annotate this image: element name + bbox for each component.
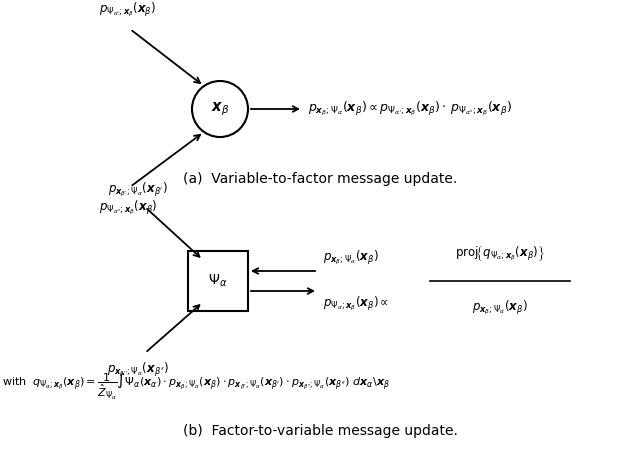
Text: $p_{\boldsymbol{x}_{\beta};\Psi_{\alpha}}(\boldsymbol{x}_{\beta})$: $p_{\boldsymbol{x}_{\beta};\Psi_{\alpha}… (472, 299, 528, 317)
Text: with $\;q_{\Psi_{\alpha};\boldsymbol{x}_{\beta}}(\boldsymbol{x}_{\beta}) = \dfra: with $\;q_{\Psi_{\alpha};\boldsymbol{x}_… (2, 371, 390, 402)
Text: $p_{\Psi_{\alpha^{\prime\prime}};\boldsymbol{x}_{\beta}}(\boldsymbol{x}_{\beta}): $p_{\Psi_{\alpha^{\prime\prime}};\boldsy… (99, 199, 157, 217)
FancyBboxPatch shape (188, 251, 248, 311)
Text: $\boldsymbol{x}_{\beta}$: $\boldsymbol{x}_{\beta}$ (211, 100, 229, 118)
Text: $p_{\boldsymbol{x}_{\beta^{\prime\prime}};\Psi_{\alpha}}(\boldsymbol{x}_{\beta^{: $p_{\boldsymbol{x}_{\beta^{\prime\prime}… (107, 361, 169, 379)
Text: $p_{\Psi_{\alpha^{\prime}};\boldsymbol{x}_{\beta}}(\boldsymbol{x}_{\beta})$: $p_{\Psi_{\alpha^{\prime}};\boldsymbol{x… (99, 1, 157, 19)
Circle shape (192, 81, 248, 137)
Text: $p_{\boldsymbol{x}_{\beta};\Psi_{\alpha}}(\boldsymbol{x}_{\beta})\propto p_{\Psi: $p_{\boldsymbol{x}_{\beta};\Psi_{\alpha}… (308, 100, 512, 118)
Text: $p_{\boldsymbol{x}_{\beta^{\prime}};\Psi_{\alpha}}(\boldsymbol{x}_{\beta^{\prime: $p_{\boldsymbol{x}_{\beta^{\prime}};\Psi… (108, 181, 168, 199)
Text: (a)  Variable-to-factor message update.: (a) Variable-to-factor message update. (183, 172, 457, 186)
Text: (b)  Factor-to-variable message update.: (b) Factor-to-variable message update. (182, 424, 458, 438)
Text: $p_{\Psi_{\alpha};\boldsymbol{x}_{\beta}}(\boldsymbol{x}_{\beta})\propto$: $p_{\Psi_{\alpha};\boldsymbol{x}_{\beta}… (323, 295, 389, 313)
Text: $\Psi_{\alpha}$: $\Psi_{\alpha}$ (209, 273, 228, 289)
Text: $p_{\boldsymbol{x}_{\beta};\Psi_{\alpha}}(\boldsymbol{x}_{\beta})$: $p_{\boldsymbol{x}_{\beta};\Psi_{\alpha}… (323, 249, 379, 267)
Text: $\mathrm{proj}\!\left\{q_{\Psi_{\alpha};\boldsymbol{x}_{\beta}}(\boldsymbol{x}_{: $\mathrm{proj}\!\left\{q_{\Psi_{\alpha};… (455, 244, 545, 263)
